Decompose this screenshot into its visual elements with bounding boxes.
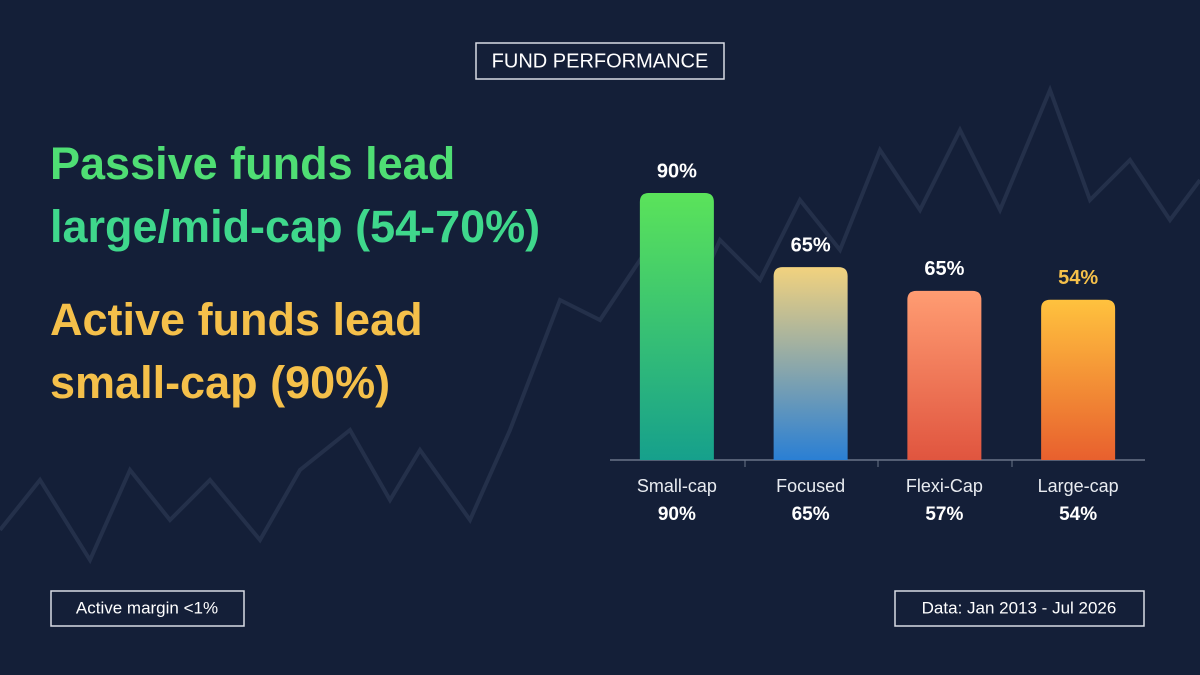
bar (1041, 299, 1116, 460)
decor-line (0, 84, 1200, 565)
headline-passive: large/mid-cap (54-70%) (50, 201, 540, 252)
value-label: 54% (1059, 504, 1097, 525)
value-label: 57% (925, 504, 963, 525)
value-label: 65% (792, 504, 830, 525)
footnote-box (50, 590, 245, 627)
bar (639, 193, 714, 460)
footnote-box (894, 590, 1145, 627)
bar (907, 290, 982, 460)
value-label: 90% (658, 504, 696, 525)
headline-active: small-cap (90%) (50, 357, 390, 408)
headline-active: Active funds lead (50, 294, 423, 345)
badge-box (475, 42, 725, 80)
x-tick-label: Focused (776, 476, 845, 496)
bar (773, 267, 848, 460)
x-tick-label: Small-cap (637, 476, 717, 496)
footnote-right: Data: Jan 2013 - Jul 2026 (922, 598, 1117, 617)
bar-top-label: 54% (1058, 267, 1098, 289)
x-tick-label: Large-cap (1038, 476, 1119, 496)
x-tick-label: Flexi-Cap (906, 476, 983, 496)
badge: FUND PERFORMANCE (492, 50, 709, 72)
bar-top-label: 65% (924, 258, 964, 280)
headline-passive: Passive funds lead (50, 138, 455, 189)
footnote-left: Active margin <1% (76, 598, 218, 617)
bar-top-label: 90% (657, 160, 697, 182)
bar-top-label: 65% (791, 234, 831, 256)
